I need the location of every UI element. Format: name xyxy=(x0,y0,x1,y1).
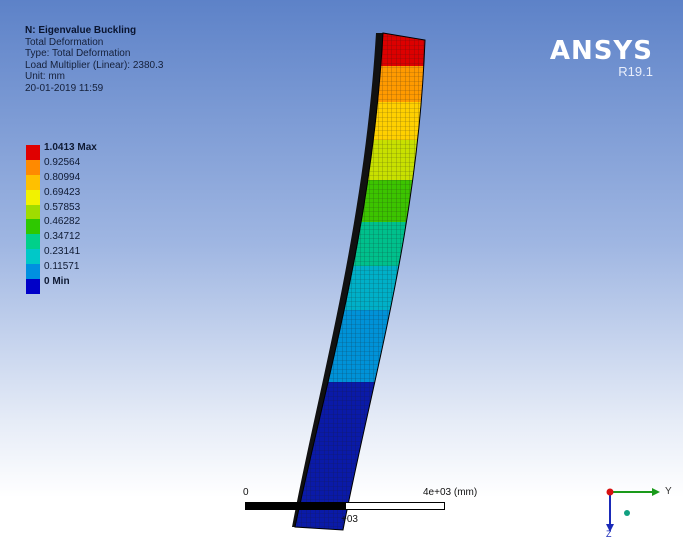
scale-end-label: 4e+03 (mm) xyxy=(423,487,478,498)
timestamp: 20-01-2019 11:59 xyxy=(25,82,104,94)
legend-label: 0.57853 xyxy=(44,201,81,213)
contour-bands xyxy=(295,33,425,530)
scale-ruler: 0 4e+03 (mm) +03 xyxy=(243,487,477,527)
legend-swatch xyxy=(26,159,40,175)
analysis-title: N: Eigenvalue Buckling xyxy=(25,25,137,36)
mesh-overlay xyxy=(295,33,425,530)
legend-swatch xyxy=(26,219,40,235)
legend-label: 0.11571 xyxy=(44,261,80,273)
legend-swatch xyxy=(26,189,40,205)
legend-label: 0.23141 xyxy=(44,246,81,258)
triad-z-arrow xyxy=(606,524,614,532)
scale-bar-black xyxy=(245,502,345,510)
legend-label: 0.34712 xyxy=(44,231,81,243)
legend-label: 0.46282 xyxy=(44,216,81,228)
column-outline xyxy=(294,32,426,531)
legend-swatch xyxy=(26,204,40,220)
triad-axes xyxy=(606,488,660,532)
triad-iso-ball xyxy=(624,510,630,516)
legend-swatch xyxy=(26,249,40,265)
legend-label: 0 Min xyxy=(44,276,70,288)
triad-y-label: Y xyxy=(665,486,672,497)
legend-swatch xyxy=(26,279,40,294)
legend-swatch xyxy=(26,234,40,250)
result-name: Total Deformation xyxy=(25,36,104,48)
ansys-logo: ANSYS R19.1 xyxy=(550,38,653,79)
legend-label: 0.92564 xyxy=(44,156,81,168)
triad-z-label: Z xyxy=(606,529,612,539)
scale-bar-white xyxy=(345,502,445,510)
legend-label: 0.69423 xyxy=(44,186,81,198)
coordinate-triad[interactable] xyxy=(590,478,675,538)
legend-swatch xyxy=(26,264,40,280)
scale-start-label: 0 xyxy=(243,487,249,498)
unit-label: Unit: mm xyxy=(25,71,65,82)
legend-swatch xyxy=(26,174,40,190)
scale-mid-label: +03 xyxy=(341,514,358,525)
result-type: Type: Total Deformation xyxy=(25,48,131,59)
column-side-face xyxy=(292,33,386,527)
legend-label: 1.0413 Max xyxy=(44,142,97,153)
legend-swatch xyxy=(26,145,40,160)
triad-y-arrow xyxy=(652,488,660,496)
legend-label: 0.80994 xyxy=(44,171,81,183)
result-info-annotation: N: Eigenvalue Buckling Total Deformation… xyxy=(25,25,163,94)
brand-name: ANSYS xyxy=(549,36,653,66)
triad-origin xyxy=(606,488,614,496)
load-multiplier: Load Multiplier (Linear): 2380.3 xyxy=(25,59,164,71)
brand-version: R19.1 xyxy=(618,64,653,79)
